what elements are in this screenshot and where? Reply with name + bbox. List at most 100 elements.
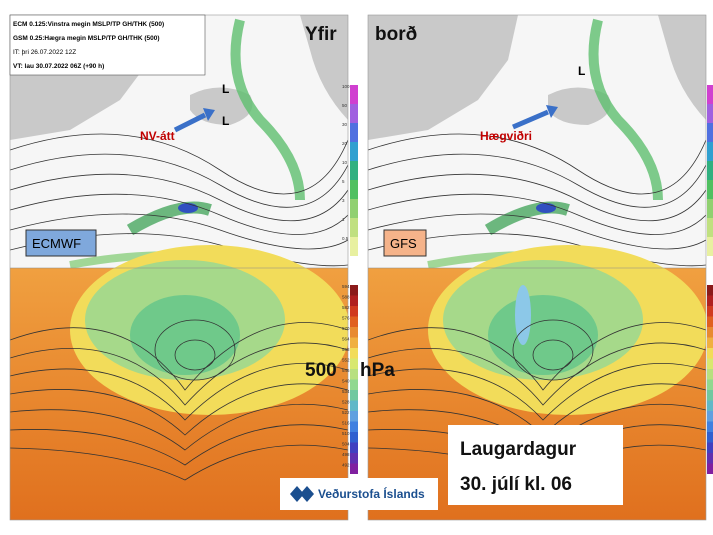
colorbar-cell (707, 237, 713, 256)
colorbar-cell (350, 285, 358, 296)
colorbar-cell (707, 85, 713, 104)
colorbar-label: 558 (342, 347, 350, 352)
model-name: GFS (390, 236, 417, 251)
colorbar-cell (707, 358, 713, 369)
colorbar-label: 516 (342, 421, 350, 426)
isobar (368, 133, 706, 195)
isoheight (10, 383, 348, 436)
colorbar-label: 582 (342, 305, 350, 310)
precip-band (588, 18, 663, 201)
colorbar-cell (350, 295, 358, 306)
colorbar-cell (707, 348, 713, 359)
colorbar-cell (707, 180, 713, 199)
colorbar-cell (707, 421, 713, 432)
colorbar-label: 498 (342, 452, 350, 457)
low-contour (532, 339, 574, 371)
greenland (368, 15, 518, 140)
colorbar-cell (707, 337, 713, 348)
colorbar-label: 510 (342, 431, 350, 436)
arrowhead (546, 105, 558, 118)
colorbar-label: 3 (342, 198, 345, 203)
colorbar-cell (707, 218, 713, 237)
iceland (548, 87, 611, 125)
colorbar-cell (707, 285, 713, 296)
colorbar-cell (707, 316, 713, 327)
low-contour (174, 339, 216, 371)
logo-text: Veðurstofa Íslands (318, 486, 425, 501)
colorbar-label: 552 (342, 358, 350, 363)
colorbar-label: 522 (342, 410, 350, 415)
isobar (10, 173, 348, 222)
colorbar-cell (350, 379, 358, 390)
colorbar-cell (707, 295, 713, 306)
colorbar-cell (350, 358, 358, 369)
colorbar-cell (707, 379, 713, 390)
precip-core (178, 203, 198, 213)
isoheight (10, 342, 348, 406)
colorbar-label: 588 (342, 295, 350, 300)
left-panel (10, 15, 348, 520)
colorbar-cell (707, 104, 713, 123)
colorbar-label: 0.5 (342, 236, 349, 241)
title-top: Yfir (305, 24, 337, 45)
colorbar-label: 20 (342, 141, 348, 146)
colorbar-cell (350, 218, 358, 237)
isobar (10, 153, 348, 208)
colorbar-cell (707, 369, 713, 380)
isobar (10, 193, 348, 235)
colorbar-cell (350, 400, 358, 411)
precip-band (230, 18, 305, 201)
iceland (190, 87, 253, 125)
colorbar-cell (350, 327, 358, 338)
colorbar-cell (350, 316, 358, 327)
isobar (10, 133, 348, 195)
colorbar-label: 564 (342, 337, 350, 342)
scandinavia (300, 15, 348, 120)
colorbar-cell (707, 123, 713, 142)
colorbar-cell (707, 411, 713, 422)
arrow (512, 109, 549, 130)
colorbar-cell (350, 442, 358, 453)
colorbar-label: 492 (342, 463, 350, 468)
colorbar-cell (350, 390, 358, 401)
date-line: 30. júlí kl. 06 (460, 474, 572, 495)
isobar (368, 153, 706, 208)
header-line: ECM 0.125:Vinstra megin MSLP/TP GH/THK (… (13, 21, 164, 28)
colorbar-cell (707, 400, 713, 411)
isoheight (10, 403, 348, 451)
precip-core (536, 203, 556, 213)
annotation: NV-átt (140, 129, 175, 143)
colorbar-cell (350, 348, 358, 359)
arrow (173, 112, 207, 133)
colorbar-label: 100 (342, 84, 350, 89)
colorbar-label: 570 (342, 326, 350, 331)
title-bottom: hPa (360, 360, 395, 381)
colorbar-cell (350, 85, 358, 104)
isoheight (368, 342, 706, 406)
colorbar-cell (350, 123, 358, 142)
colorbar-label: 528 (342, 400, 350, 405)
isobar (368, 213, 706, 250)
low-contour (512, 319, 594, 381)
colorbar-cell (707, 161, 713, 180)
colorbar-cell (350, 453, 358, 464)
isoheight (368, 363, 706, 421)
model-box (383, 229, 427, 257)
model-name: ECMWF (32, 236, 81, 251)
isoheight (10, 322, 348, 391)
isobar (368, 173, 706, 222)
title-top: borð (375, 24, 417, 45)
isoheight (10, 444, 348, 481)
colorbar-cell (350, 337, 358, 348)
panel-border (367, 14, 707, 521)
header-line: IT: þri 26.07.2022 12Z (13, 49, 76, 56)
arrowhead (203, 108, 215, 121)
colorbar-cell (707, 199, 713, 218)
colorbar-cell (350, 142, 358, 161)
colorbar-label: 576 (342, 316, 350, 321)
colorbar-label: 30 (342, 122, 348, 127)
title-bottom: 500 (305, 360, 337, 381)
colorbar-cell (707, 390, 713, 401)
colorbar-cell (350, 463, 358, 474)
